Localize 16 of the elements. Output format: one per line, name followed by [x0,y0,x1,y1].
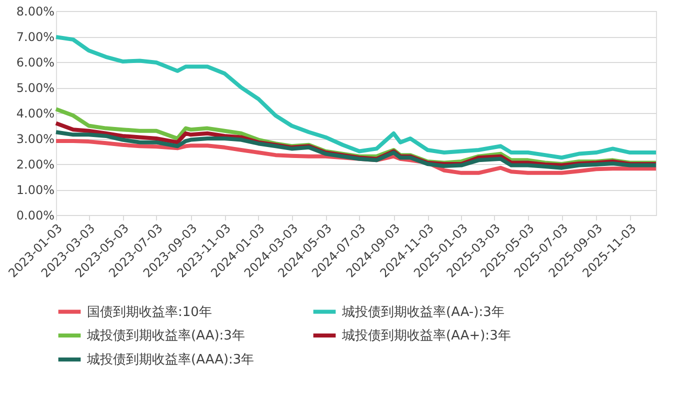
line-series [54,35,658,160]
legend-label: 城投债到期收益率(AA+):3年 [341,328,511,344]
y-tick-label: 1.00% [16,183,54,197]
legend-label: 城投债到期收益率(AA):3年 [86,328,245,344]
legend-label: 城投债到期收益率(AAA):3年 [86,352,254,368]
y-tick-label: 2.00% [16,158,54,172]
y-tick-label: 7.00% [16,30,54,44]
y-tick-label: 6.00% [16,56,54,70]
y-tick-label: 8.00% [16,4,54,18]
y-tick-label: 0.00% [16,208,54,222]
legend-label: 城投债到期收益率(AA-):3年 [341,304,504,320]
y-tick-label: 5.00% [16,81,54,95]
legend-label: 国债到期收益率:10年 [87,304,212,320]
y-tick-label: 4.00% [16,106,54,120]
y-tick-label: 3.00% [16,132,54,146]
line-series [54,130,658,170]
